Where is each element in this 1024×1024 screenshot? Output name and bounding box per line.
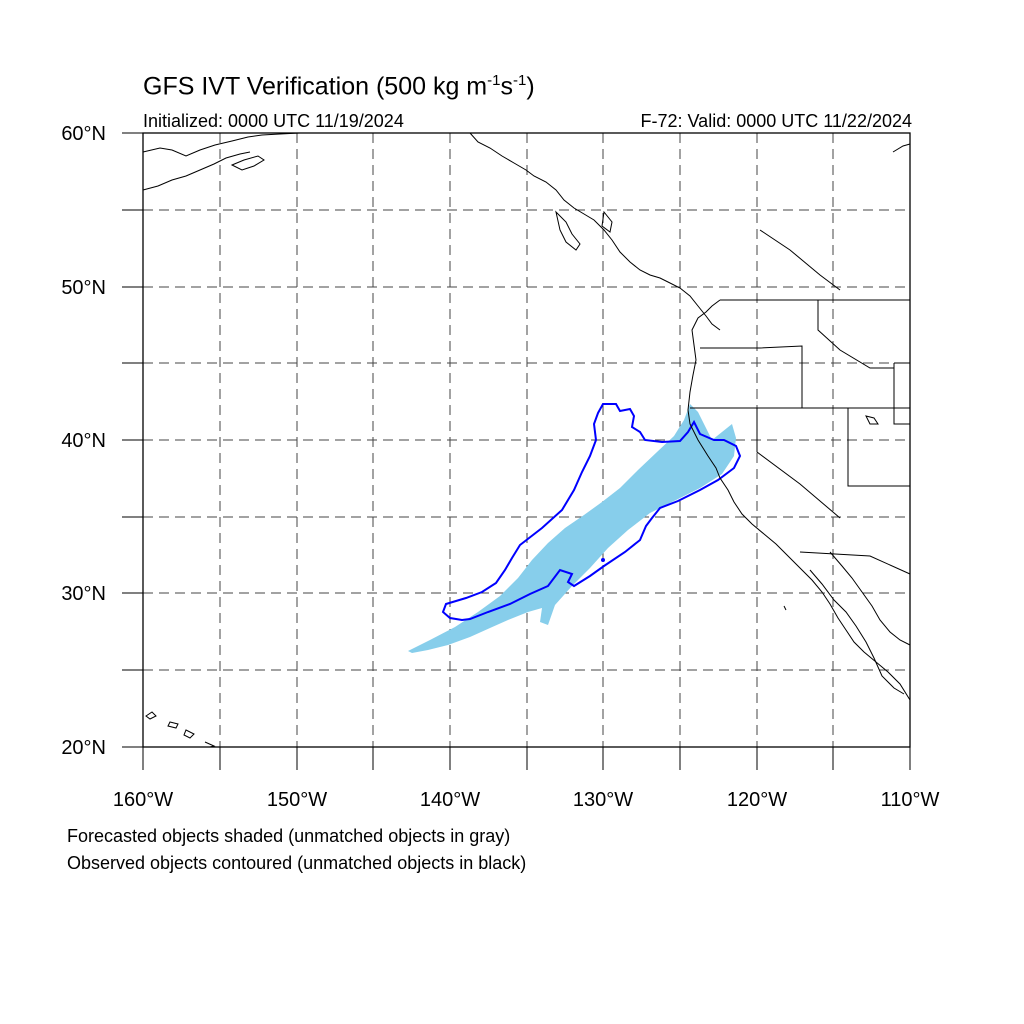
lat-label-40: 40°N: [61, 430, 106, 452]
lon-ticks: [142, 747, 911, 770]
coastlines: [142, 132, 911, 748]
observed-ivt-contour: [441, 403, 742, 622]
lat-label-30: 30°N: [61, 583, 106, 605]
init-time-label: Initialized: 0000 UTC 11/19/2024: [143, 111, 404, 131]
lon-label-150w: 150°W: [267, 789, 327, 811]
lon-label-110w: 110°W: [881, 789, 940, 811]
lat-label-20: 20°N: [61, 737, 106, 759]
lon-label-120w: 120°W: [727, 789, 787, 811]
lat-label-50: 50°N: [61, 277, 106, 299]
forecast-ivt-object: [408, 404, 736, 653]
gridlines: [143, 133, 910, 747]
observed-legend-note: Observed objects contoured (unmatched ob…: [67, 853, 527, 873]
lat-ticks: [122, 132, 143, 748]
lon-label-140w: 140°W: [420, 789, 480, 811]
lon-label-160w: 160°W: [113, 789, 173, 811]
lon-label-130w: 130°W: [573, 789, 633, 811]
lat-label-60: 60°N: [61, 123, 106, 145]
forecast-legend-note: Forecasted objects shaded (unmatched obj…: [67, 826, 511, 846]
observed-dot: [601, 558, 605, 562]
valid-time-label: F-72: Valid: 0000 UTC 11/22/2024: [640, 111, 913, 131]
map-title: GFS IVT Verification (500 kg m-1s-1): [143, 72, 535, 101]
